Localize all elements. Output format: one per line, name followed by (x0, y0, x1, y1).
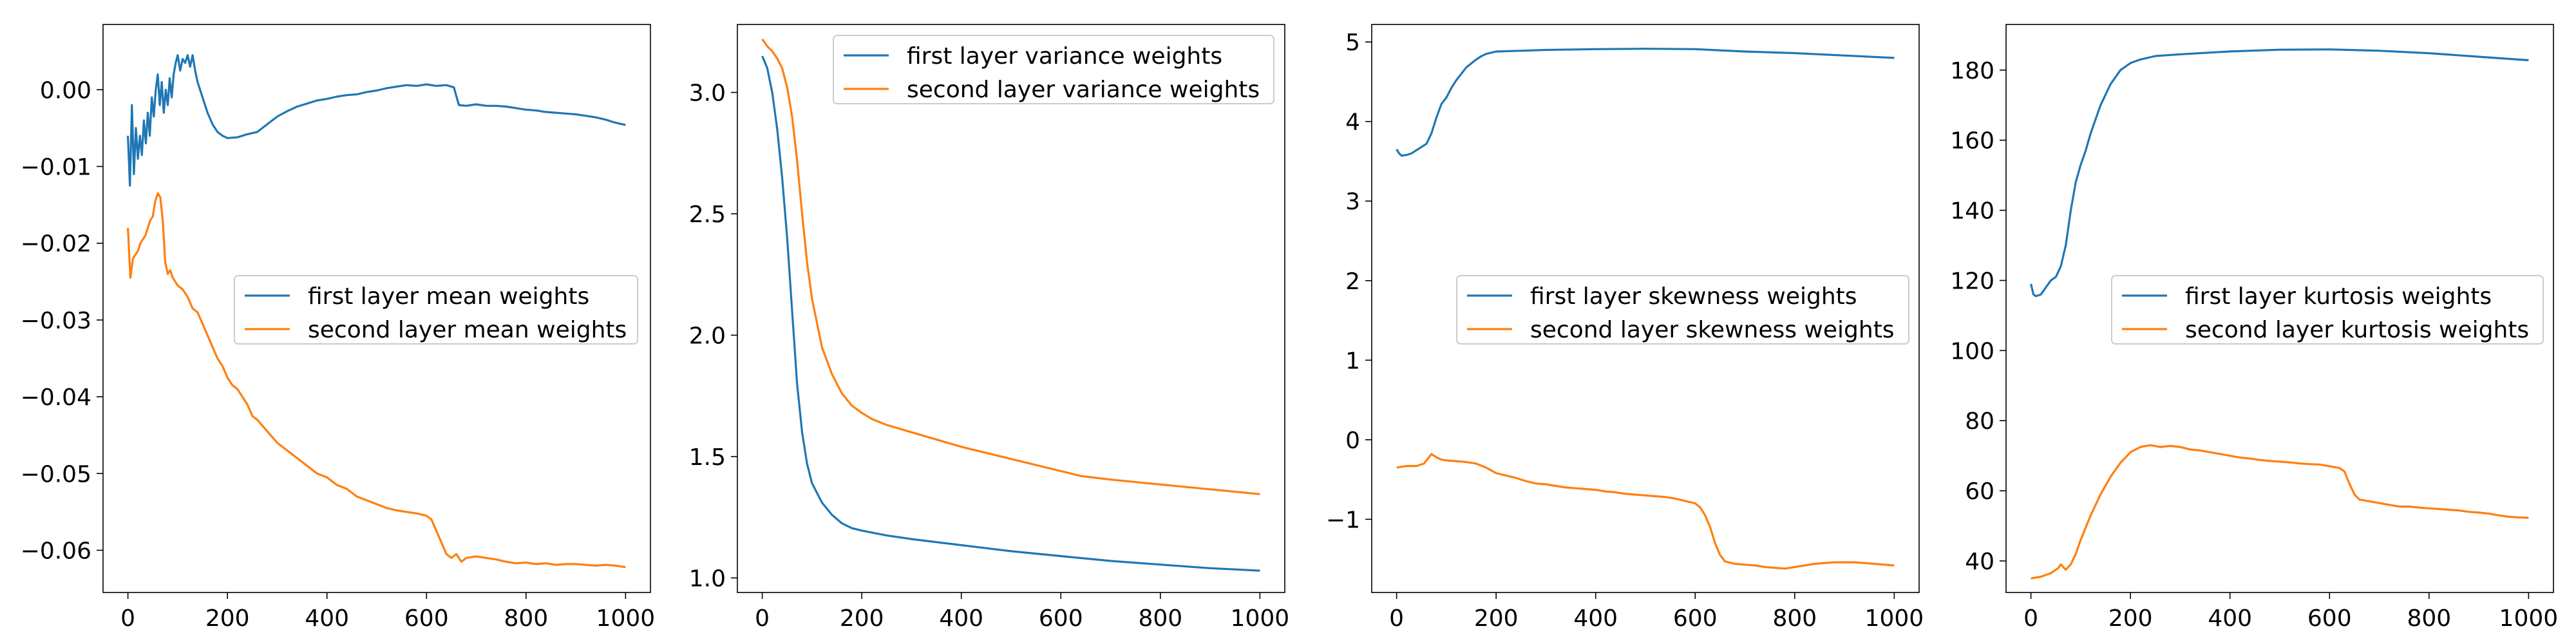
series-line-2 (127, 192, 626, 569)
x-tick-label: 600 (1673, 605, 1718, 632)
y-tick-label: 180 (1950, 58, 1994, 84)
x-tick-label: 0 (120, 605, 135, 632)
chart-panel-1: 0 200 400 600 800 1000 0.00 −0.01 −0.02 −0.03 −0.0… (21, 24, 656, 632)
y-tick-label: 40 (1965, 549, 1994, 575)
y-tick-label: 160 (1950, 128, 1994, 155)
y-tick-label: −0.02 (21, 231, 91, 258)
y-tick-label: −0.01 (21, 155, 91, 181)
y-tick-label: 140 (1950, 198, 1994, 225)
y-tick-label: 1.5 (689, 444, 726, 471)
x-tick-label: 0 (755, 605, 770, 632)
y-tick-label: 2.0 (689, 323, 726, 349)
legend-label-1: first layer variance weights (907, 43, 1222, 70)
x-tick-label: 400 (2208, 605, 2252, 632)
legend: first layer mean weights second layer mea… (234, 275, 638, 345)
x-tick-label: 200 (840, 605, 884, 632)
x-tick-label: 800 (504, 605, 548, 632)
legend-label-2: second layer kurtosis weights (2185, 317, 2529, 343)
axes-frame (102, 24, 651, 593)
y-tick-label: −1 (1326, 507, 1360, 533)
y-tick-label: 1.0 (689, 565, 726, 592)
series-line-1 (2030, 48, 2529, 298)
legend: first layer skewness weights second layer… (1456, 275, 1909, 345)
axes-frame (737, 24, 1285, 593)
x-tick-label: 1000 (596, 605, 656, 632)
y-tick-label: 60 (1965, 478, 1994, 505)
legend: first layer kurtosis weights second layer… (2111, 275, 2544, 345)
chart-panel-2: 0 200 400 600 800 1000 1.0 1.5 2.0 2.5 3.0 first la… (689, 24, 1289, 632)
legend-frame (234, 275, 638, 345)
legend-frame (1456, 275, 1909, 345)
legend-label-2: second layer skewness weights (1530, 317, 1895, 343)
x-tick-label: 0 (1389, 605, 1404, 632)
x-tick-label: 1000 (1865, 605, 1924, 632)
x-tick-label: 600 (2307, 605, 2352, 632)
x-tick-label: 0 (2023, 605, 2038, 632)
y-tick-label: 80 (1965, 408, 1994, 435)
axes-frame (1371, 24, 1920, 593)
legend-label-1: first layer mean weights (308, 283, 589, 310)
chart-panel-3: 0 200 400 600 800 1000 5 4 3 2 1 0 −1 first layer ske… (1326, 24, 1924, 632)
legend-frame (833, 35, 1274, 104)
y-tick-label: −0.06 (21, 538, 91, 564)
y-tick-label: 100 (1950, 338, 1994, 365)
series-line-1 (761, 55, 1260, 572)
y-tick-label: 120 (1950, 268, 1994, 294)
y-tick-label: 2.5 (689, 202, 726, 228)
x-tick-label: 600 (1039, 605, 1083, 632)
legend: first layer variance weights second layer… (833, 35, 1274, 104)
y-tick-label: −0.04 (21, 384, 91, 411)
x-tick-label: 800 (1772, 605, 1817, 632)
series-line-1 (127, 54, 626, 187)
y-tick-label: 2 (1345, 269, 1360, 295)
legend-label-2: second layer variance weights (907, 77, 1260, 103)
legend-label-1: first layer kurtosis weights (2185, 283, 2492, 310)
y-tick-label: −0.05 (21, 461, 91, 488)
x-tick-label: 1000 (2499, 605, 2559, 632)
legend-frame (2111, 275, 2544, 345)
x-tick-label: 400 (1573, 605, 1618, 632)
legend-label-2: second layer mean weights (308, 317, 627, 343)
series-line-1 (1396, 48, 1895, 157)
y-tick-label: 5 (1345, 30, 1360, 56)
x-tick-label: 1000 (1231, 605, 1290, 632)
x-tick-label: 400 (305, 605, 349, 632)
x-tick-label: 200 (1474, 605, 1519, 632)
chart-panel-4: 0 200 400 600 800 1000 180 160 140 120 100 80 60 40 fi… (1950, 24, 2558, 632)
x-tick-label: 200 (2108, 605, 2153, 632)
axes-frame (2005, 24, 2554, 593)
y-tick-label: 4 (1345, 109, 1360, 136)
x-tick-label: 400 (939, 605, 983, 632)
y-tick-label: 3.0 (689, 80, 726, 107)
y-tick-label: 1 (1345, 348, 1360, 374)
series-line-2 (761, 38, 1260, 495)
y-tick-label: 3 (1345, 189, 1360, 215)
series-line-2 (1396, 453, 1895, 570)
x-tick-label: 200 (205, 605, 250, 632)
x-tick-label: 800 (1138, 605, 1182, 632)
x-tick-label: 600 (404, 605, 449, 632)
y-tick-label: −0.03 (21, 308, 91, 334)
legend-label-1: first layer skewness weights (1530, 283, 1857, 310)
series-line-2 (2031, 444, 2529, 580)
x-tick-label: 800 (2407, 605, 2451, 632)
y-tick-label: 0 (1345, 428, 1360, 454)
y-tick-label: 0.00 (40, 77, 91, 104)
